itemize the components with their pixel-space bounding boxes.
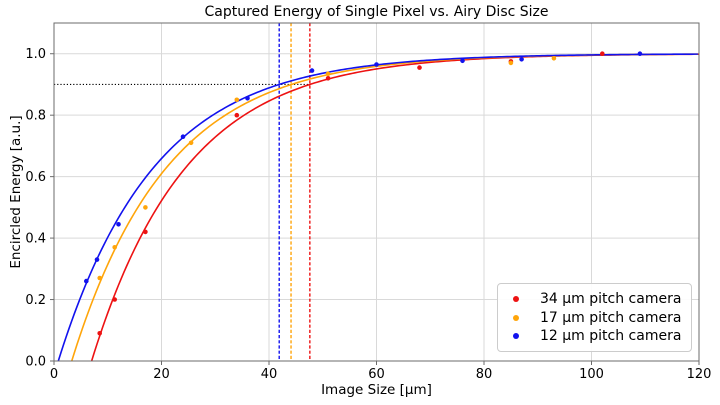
data-point-12um	[637, 51, 643, 56]
x-tick-label: 40	[261, 367, 278, 382]
data-point-17um	[112, 245, 117, 250]
legend-label-34um: 34 μm pitch camera	[540, 290, 682, 307]
data-point-12um	[309, 68, 315, 73]
x-tick-label: 20	[153, 367, 170, 382]
legend-item-17um: 17 μm pitch camera	[498, 311, 691, 325]
data-point-12um	[116, 222, 121, 227]
x-tick-label: 60	[368, 367, 385, 382]
data-point-12um	[84, 278, 89, 284]
legend-item-12um: 12 μm pitch camera	[498, 329, 691, 343]
y-tick-label: 0.6	[25, 170, 46, 185]
y-tick-label: 0.8	[25, 109, 46, 124]
data-point-34um	[417, 65, 422, 70]
data-point-17um	[188, 140, 194, 146]
legend-marker-12um-icon	[513, 333, 519, 340]
x-tick-label: 0	[50, 367, 58, 382]
data-point-12um	[94, 257, 100, 262]
data-point-17um	[508, 60, 514, 66]
y-axis-label: Encircled Energy [a.u.]	[8, 115, 24, 269]
data-point-34um	[234, 112, 240, 118]
y-tick-label: 0.4	[25, 232, 46, 247]
data-point-12um	[519, 57, 524, 62]
data-point-17um	[551, 56, 557, 61]
x-tick-label: 80	[476, 367, 493, 382]
data-point-17um	[234, 97, 240, 103]
data-point-17um	[143, 205, 148, 210]
data-point-12um	[245, 96, 250, 101]
legend-label-17um: 17 μm pitch camera	[540, 309, 682, 326]
data-point-12um	[180, 134, 186, 139]
x-tick-label: 100	[579, 367, 604, 382]
data-point-17um	[97, 275, 102, 281]
legend: 34 μm pitch camera 17 μm pitch camera 12…	[497, 283, 692, 352]
y-tick-label: 0.0	[25, 355, 46, 370]
legend-marker-34um-icon	[513, 295, 519, 302]
data-point-17um	[325, 71, 331, 76]
chart-title: Captured Energy of Single Pixel vs. Airy…	[204, 4, 549, 20]
data-point-12um	[374, 62, 379, 67]
x-tick-label: 120	[687, 367, 712, 382]
legend-marker-17um-icon	[513, 314, 519, 321]
y-tick-label: 0.2	[25, 293, 46, 308]
data-point-12um	[460, 58, 465, 64]
legend-label-12um: 12 μm pitch camera	[540, 328, 682, 345]
data-point-34um	[600, 51, 605, 56]
legend-item-34um: 34 μm pitch camera	[498, 292, 691, 306]
x-axis-label: Image Size [μm]	[321, 382, 432, 398]
data-point-34um	[97, 331, 102, 336]
data-point-34um	[325, 76, 331, 81]
y-tick-label: 1.0	[25, 47, 46, 62]
data-point-34um	[112, 297, 117, 302]
data-point-34um	[143, 229, 148, 235]
